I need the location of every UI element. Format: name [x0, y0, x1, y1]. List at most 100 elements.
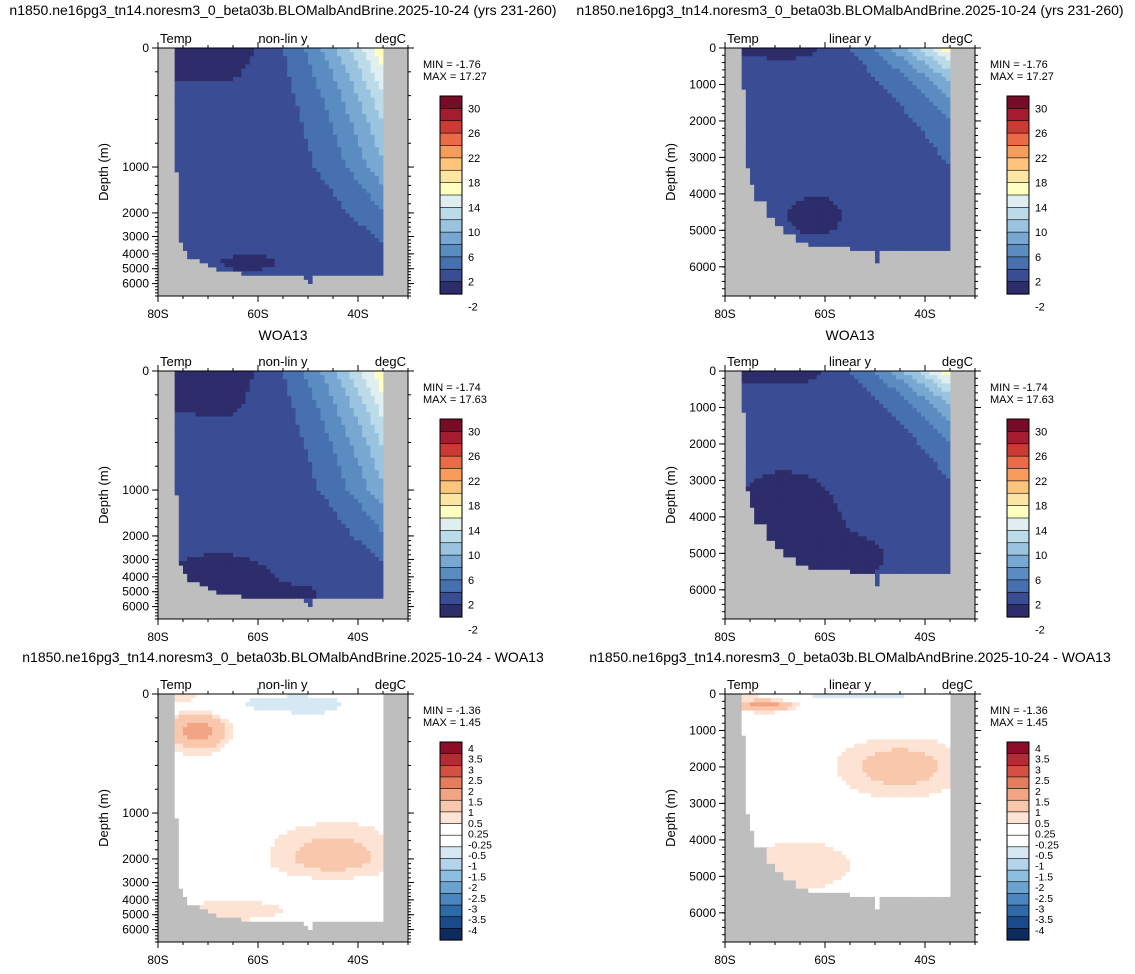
field-cell	[212, 229, 217, 235]
field-cell	[253, 138, 259, 144]
field-cell	[291, 254, 296, 260]
field-cell	[770, 172, 776, 177]
field-cell	[887, 52, 893, 57]
field-cell	[875, 176, 880, 181]
field-cell	[816, 159, 822, 165]
field-cell	[278, 147, 284, 152]
field-cell	[841, 89, 847, 94]
colorbar-box	[439, 120, 463, 134]
field-cell	[283, 56, 288, 61]
field-cell	[750, 105, 755, 111]
field-cell	[925, 114, 930, 119]
field-cell	[224, 134, 230, 140]
field-cell	[858, 155, 863, 160]
field-cell	[303, 114, 309, 119]
field-cell	[745, 64, 751, 70]
field-cell	[266, 134, 271, 140]
field-cell	[312, 229, 317, 235]
field-cell	[745, 138, 751, 144]
field-cell	[745, 163, 751, 169]
field-cell	[845, 138, 851, 144]
field-cell	[333, 138, 338, 144]
field-cell	[208, 246, 213, 251]
y-tick-label: 6000	[122, 277, 149, 291]
field-cell	[378, 143, 384, 148]
field-cell	[875, 258, 880, 264]
field-cell	[754, 134, 759, 140]
field-cell	[758, 126, 763, 132]
field-cell	[258, 267, 263, 272]
field-cell	[245, 76, 251, 82]
field-cell	[795, 238, 801, 243]
field-cell	[308, 110, 313, 115]
field-cell	[258, 163, 263, 169]
field-cell	[912, 147, 918, 152]
field-cell	[308, 60, 313, 65]
field-cell	[203, 200, 209, 206]
field-cell	[378, 151, 384, 156]
field-cell	[178, 97, 184, 103]
field-cell	[303, 213, 309, 218]
field-cell	[920, 151, 926, 156]
field-cell	[808, 122, 813, 127]
field-cell	[228, 167, 234, 173]
field-cell	[891, 167, 897, 173]
field-cell	[203, 176, 209, 181]
field-cell	[891, 205, 897, 210]
field-cell	[358, 134, 363, 140]
field-cell	[333, 52, 338, 57]
field-cell	[353, 68, 359, 74]
chart-panel-p1: n1850.ne16pg3_tn14.noresm3_0_beta03b.BLO…	[9, 2, 556, 321]
field-cell	[808, 188, 813, 194]
field-cell	[845, 234, 851, 239]
field-cell	[883, 234, 888, 239]
field-cell	[929, 221, 934, 227]
field-cell	[312, 138, 317, 144]
field-cell	[274, 200, 280, 206]
field-cell	[324, 52, 330, 57]
field-cell	[791, 122, 797, 127]
field-cell	[345, 167, 351, 173]
field-cell	[791, 209, 797, 214]
field-cell	[299, 81, 305, 86]
field-cell	[308, 246, 313, 251]
field-cell	[858, 200, 863, 206]
field-cell	[837, 56, 843, 61]
field-cell	[887, 172, 893, 177]
field-cell	[224, 221, 230, 227]
colorbar-box	[439, 256, 463, 270]
field-cell	[299, 267, 305, 272]
field-cell	[374, 209, 380, 214]
field-cell	[862, 85, 868, 90]
field-cell	[770, 134, 776, 140]
field-cell	[241, 93, 246, 98]
field-cell	[770, 118, 776, 123]
field-cell	[199, 52, 205, 57]
field-cell	[787, 172, 793, 177]
field-cell	[908, 48, 913, 53]
field-cell	[841, 192, 847, 198]
field-cell	[900, 196, 905, 202]
field-cell	[770, 85, 776, 90]
field-cell	[183, 184, 188, 189]
field-cell	[374, 205, 380, 210]
field-cell	[195, 64, 201, 70]
field-cell	[854, 64, 859, 70]
field-cell	[249, 64, 255, 70]
field-cell	[825, 122, 830, 127]
field-cell	[779, 134, 784, 140]
field-cell	[178, 180, 184, 185]
field-cell	[745, 130, 751, 136]
field-cell	[854, 188, 859, 194]
field-cell	[366, 200, 371, 206]
field-cell	[854, 138, 859, 144]
field-cell	[233, 97, 238, 103]
field-cell	[791, 101, 797, 107]
field-cell	[358, 147, 363, 152]
field-cell	[895, 188, 901, 194]
field-cell	[370, 271, 376, 276]
field-cell	[233, 246, 238, 251]
field-cell	[245, 126, 251, 132]
field-cell	[233, 250, 238, 256]
field-cell	[766, 159, 772, 165]
